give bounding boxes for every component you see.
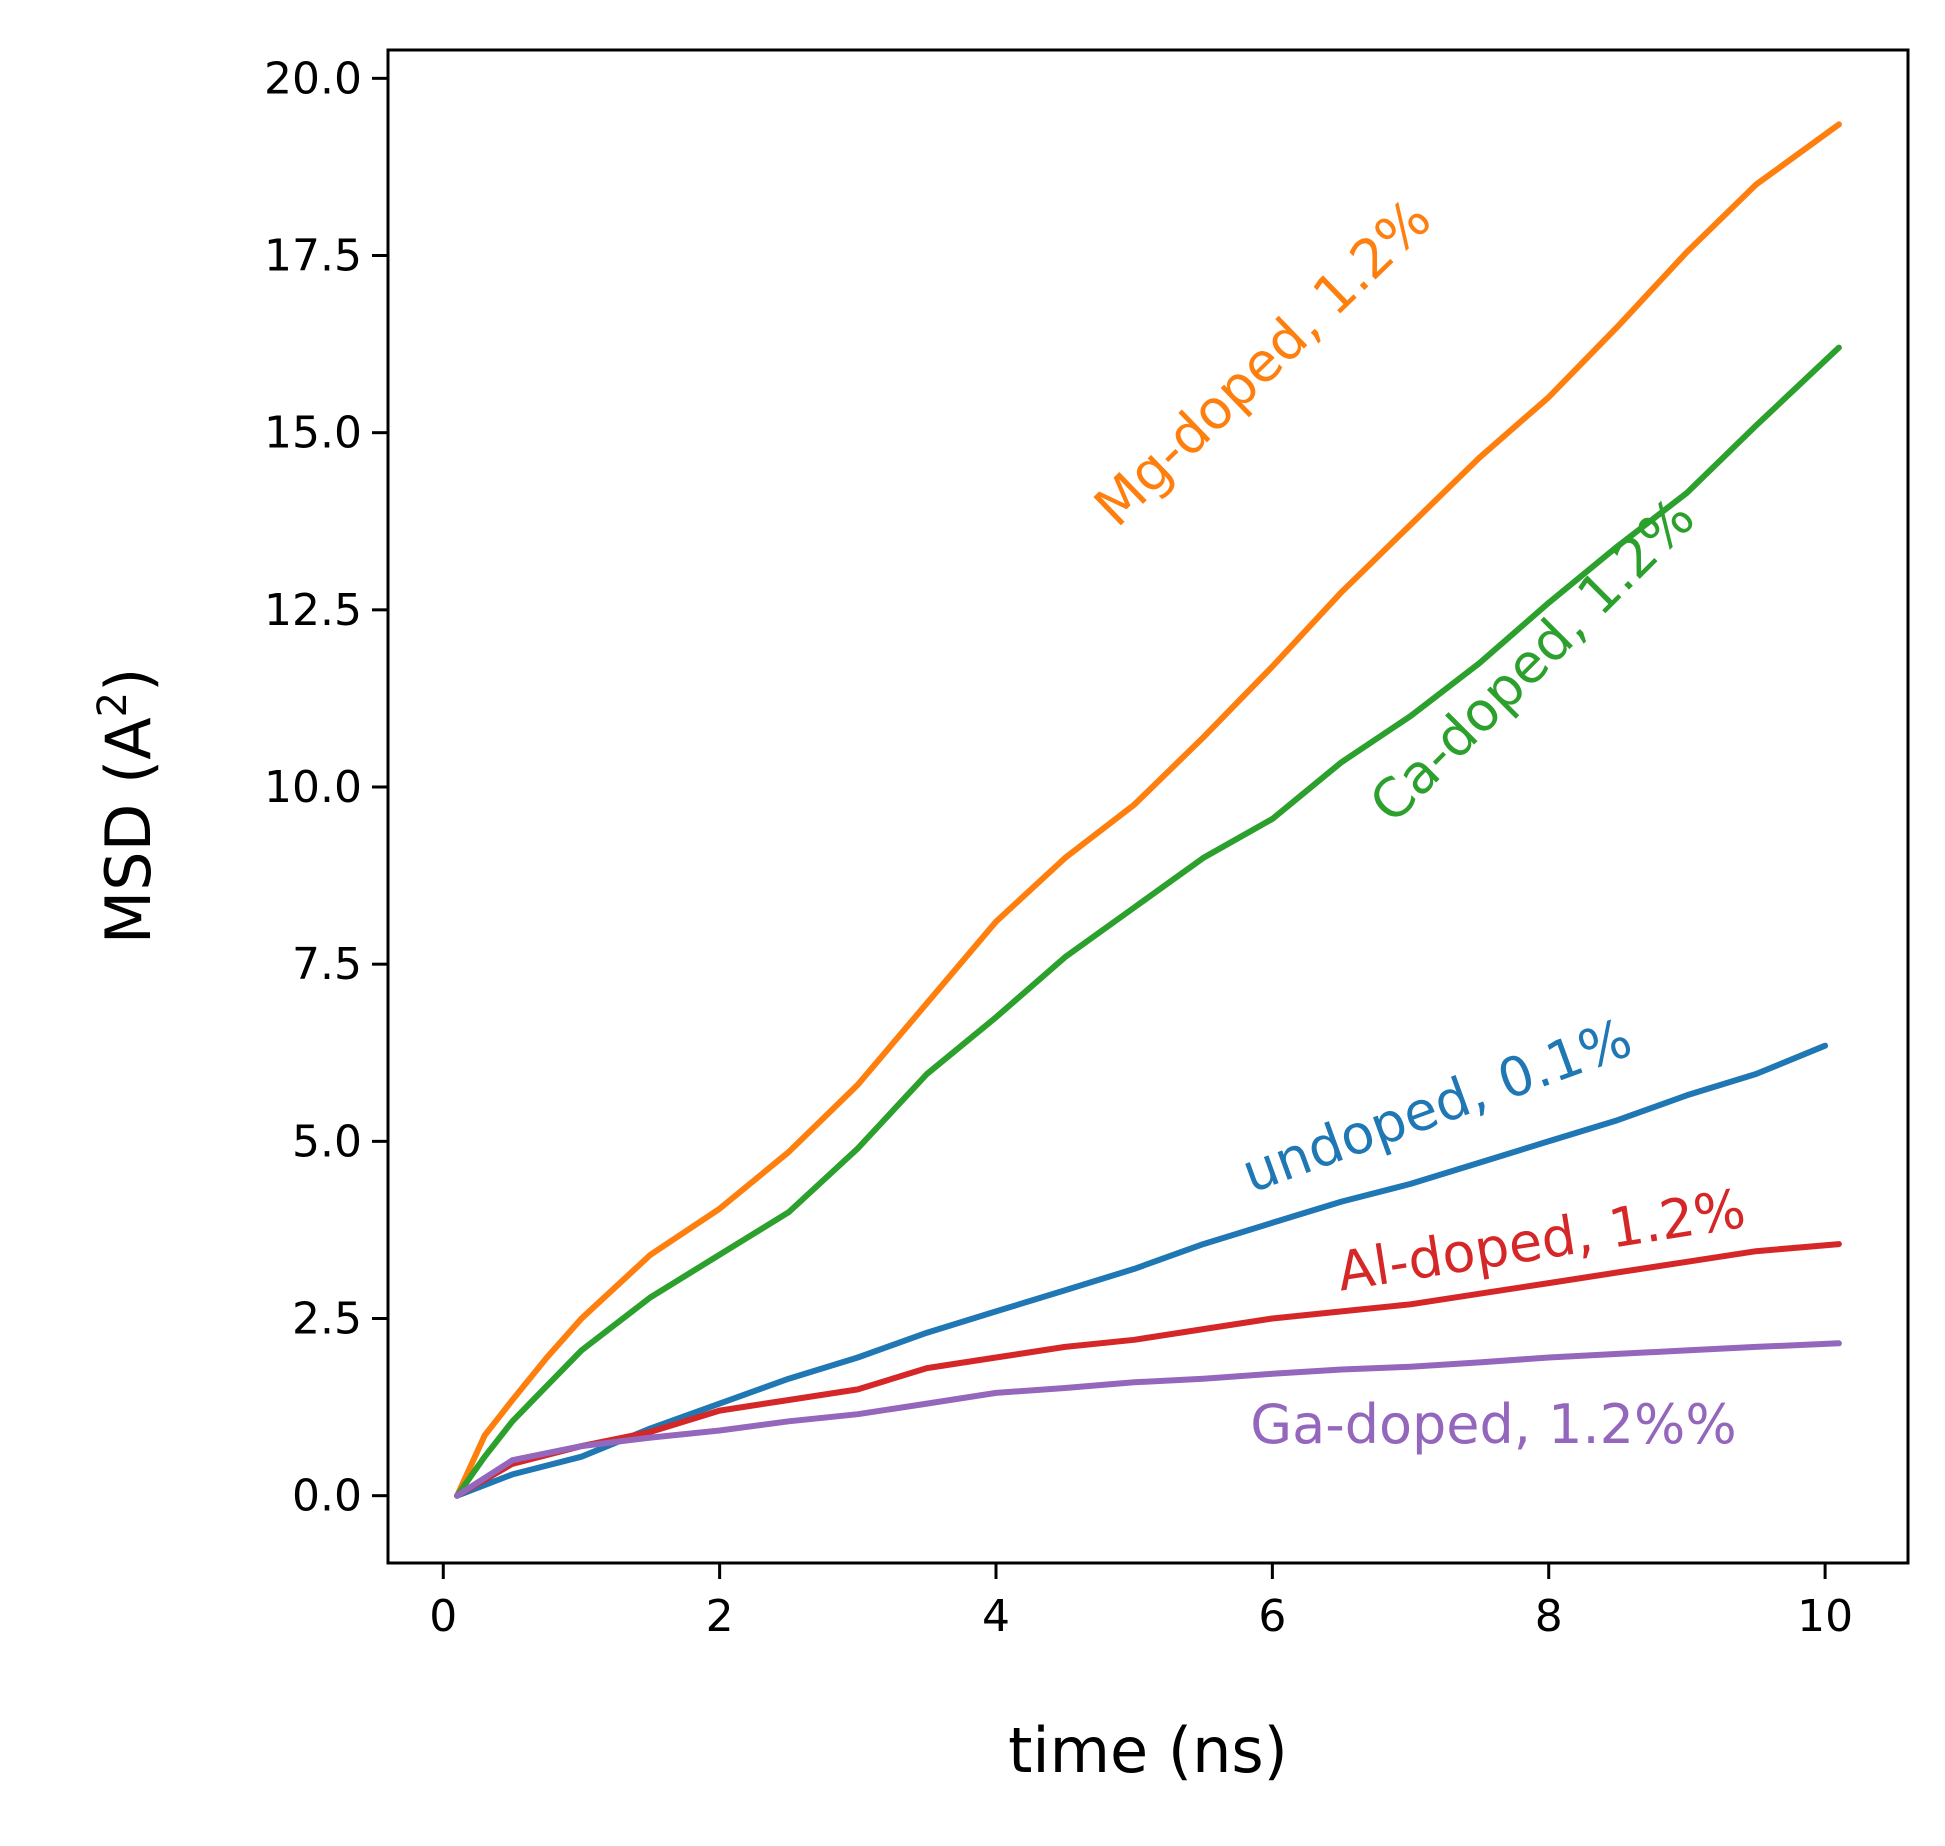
x-axis-title: time (ns) bbox=[1008, 1714, 1288, 1787]
y-tick-label: 10.0 bbox=[264, 762, 362, 813]
y-tick-label: 12.5 bbox=[264, 585, 362, 636]
y-tick-label: 7.5 bbox=[292, 939, 362, 990]
y-tick-label: 5.0 bbox=[292, 1116, 362, 1167]
x-tick-label: 8 bbox=[1535, 1591, 1563, 1642]
series-line bbox=[454, 121, 1842, 1499]
y-tick-label: 2.5 bbox=[292, 1294, 362, 1345]
series-layer bbox=[454, 121, 1842, 1499]
x-tick-label: 6 bbox=[1258, 1591, 1286, 1642]
x-tick-label: 0 bbox=[429, 1591, 457, 1642]
x-axis: 0 2 4 6 8 10 bbox=[429, 1563, 1853, 1642]
series-line bbox=[454, 1340, 1842, 1499]
x-tick-label: 4 bbox=[982, 1591, 1010, 1642]
y-tick-label: 0.0 bbox=[292, 1471, 362, 1522]
y-axis-title: MSD (A2) bbox=[90, 668, 165, 945]
plot-frame bbox=[386, 48, 1910, 1565]
series-label: Ga-doped, 1.2%% bbox=[1250, 1393, 1736, 1456]
y-tick-label: 20.0 bbox=[264, 53, 362, 104]
series-line bbox=[454, 1241, 1842, 1499]
series-line bbox=[454, 1042, 1829, 1499]
y-tick-label: 17.5 bbox=[264, 231, 362, 282]
x-tick-label: 10 bbox=[1797, 1591, 1853, 1642]
y-axis: 0.0 2.5 5.0 7.5 10.0 12.5 15.0 17.5 20.0 bbox=[264, 53, 388, 1522]
y-tick-label: 15.0 bbox=[264, 408, 362, 459]
series-line bbox=[454, 344, 1842, 1499]
x-tick-label: 2 bbox=[706, 1591, 734, 1642]
